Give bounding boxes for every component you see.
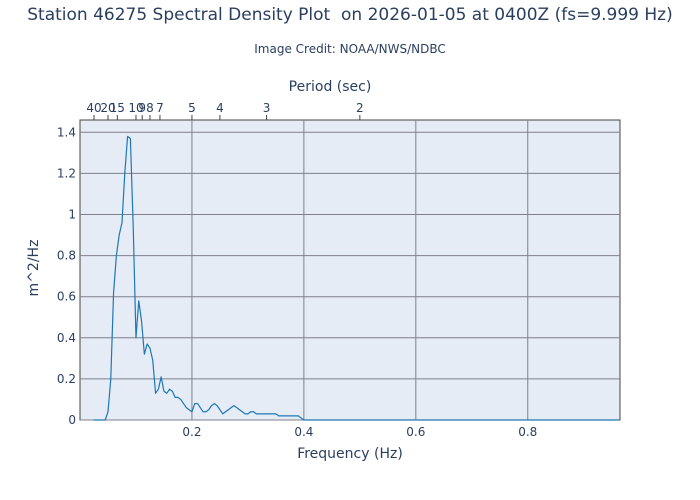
x-tick-label: 0.8 [518, 425, 537, 439]
y-tick-label: 0 [68, 413, 76, 427]
period-tick-label: 5 [188, 101, 196, 115]
period-tick-label: 7 [156, 101, 164, 115]
period-tick-label: 4 [216, 101, 224, 115]
chart-title: Station 46275 Spectral Density Plot on 2… [27, 5, 673, 25]
period-tick-label: 9 [138, 101, 146, 115]
period-tick-label: 2 [356, 101, 364, 115]
y-tick-label: 1 [68, 208, 76, 222]
x-tick-label: 0.6 [406, 425, 425, 439]
period-tick-label: 3 [263, 101, 271, 115]
y-tick-label: 1.4 [57, 125, 76, 139]
y-tick-label: 0.8 [57, 249, 76, 263]
y-tick-label: 0.4 [57, 331, 76, 345]
plot-area [79, 119, 621, 421]
period-tick-label: 8 [146, 101, 154, 115]
period-tick-label: 40 [86, 101, 101, 115]
y-axis-title: m^2/Hz [26, 240, 42, 297]
period-tick-label: 20 [100, 101, 115, 115]
grid-lines [80, 120, 620, 421]
period-axis-title: Period (sec) [289, 79, 372, 95]
y-tick-label: 0.2 [57, 372, 76, 386]
x-tick-label: 0.4 [294, 425, 313, 439]
period-tick-label: 15 [110, 101, 125, 115]
image-credit: Image Credit: NOAA/NWS/NDBC [254, 42, 446, 56]
x-tick-label: 0.2 [182, 425, 201, 439]
series-layer [93, 135, 620, 421]
spectrum-line [93, 135, 620, 421]
period-tick-label: 10 [128, 101, 143, 115]
x-axis-title: Frequency (Hz) [297, 446, 403, 462]
y-tick-label: 0.6 [57, 290, 76, 304]
y-tick-label: 1.2 [57, 166, 76, 180]
